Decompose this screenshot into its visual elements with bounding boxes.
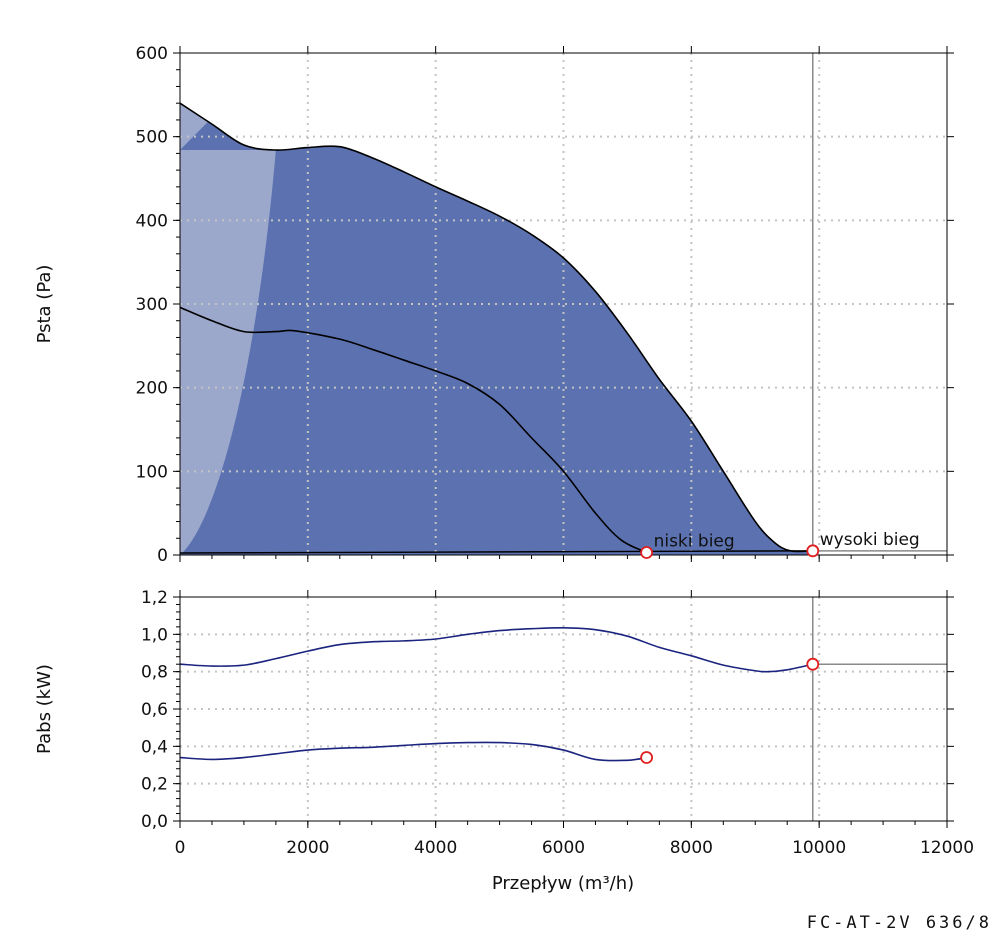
curve-low-speed <box>179 306 647 554</box>
y-tick-label: 0 <box>157 546 168 566</box>
system-curve <box>179 550 813 554</box>
y-tick-label: 600 <box>136 44 168 64</box>
x-tick-label: 6000 <box>542 838 585 858</box>
power-panel: 0,0 0,2 0,4 0,6 0,8 1,0 1,2 0 2000 4000 6000 8000 10… <box>34 588 974 894</box>
y-tick-label: 400 <box>136 211 168 231</box>
curve-high-speed <box>179 102 813 553</box>
operating-point-label: niski bieg <box>654 531 735 551</box>
operating-point-marker <box>806 544 820 558</box>
operating-point-marker <box>640 751 653 764</box>
y-tick-label: 0,6 <box>141 700 168 720</box>
y-tick-label: 0,0 <box>141 812 168 832</box>
operating-point-marker <box>640 546 653 559</box>
y-tick-label: 1,2 <box>141 588 168 608</box>
operating-point-marker <box>806 657 820 671</box>
x-tick-label: 0 <box>175 838 186 858</box>
unstable-zone <box>180 103 276 555</box>
x-tick-label: 8000 <box>670 838 713 858</box>
operating-point-label: wysoki bieg <box>820 530 920 550</box>
model-label: FC-AT-2V 636/8 <box>807 913 992 933</box>
y-tick-label: 1,0 <box>141 625 168 645</box>
y-tick-label: 200 <box>136 379 168 399</box>
y-tick-label: 0,4 <box>141 737 168 757</box>
x-tick-label: 10000 <box>792 838 846 858</box>
x-tick-label: 12000 <box>920 838 974 858</box>
flow-axis-title: Przepływ (m³/h) <box>492 873 634 894</box>
power-axis-title: Pabs (kW) <box>34 664 55 754</box>
x-tick-label: 4000 <box>414 838 457 858</box>
y-tick-label: 500 <box>136 128 168 148</box>
curve-high-speed <box>179 626 813 673</box>
pressure-axis-title: Psta (Pa) <box>34 265 55 344</box>
curve-low-speed <box>179 741 647 762</box>
x-tick-label: 2000 <box>286 838 329 858</box>
y-tick-label: 0,2 <box>141 775 168 795</box>
y-tick-label: 300 <box>136 295 168 315</box>
pressure-panel: 0 100 200 300 400 500 600 niski bieg wysoki bie… <box>34 44 954 566</box>
y-tick-label: 100 <box>136 462 168 482</box>
y-tick-label: 0,8 <box>141 663 168 683</box>
operating-area <box>180 103 813 555</box>
